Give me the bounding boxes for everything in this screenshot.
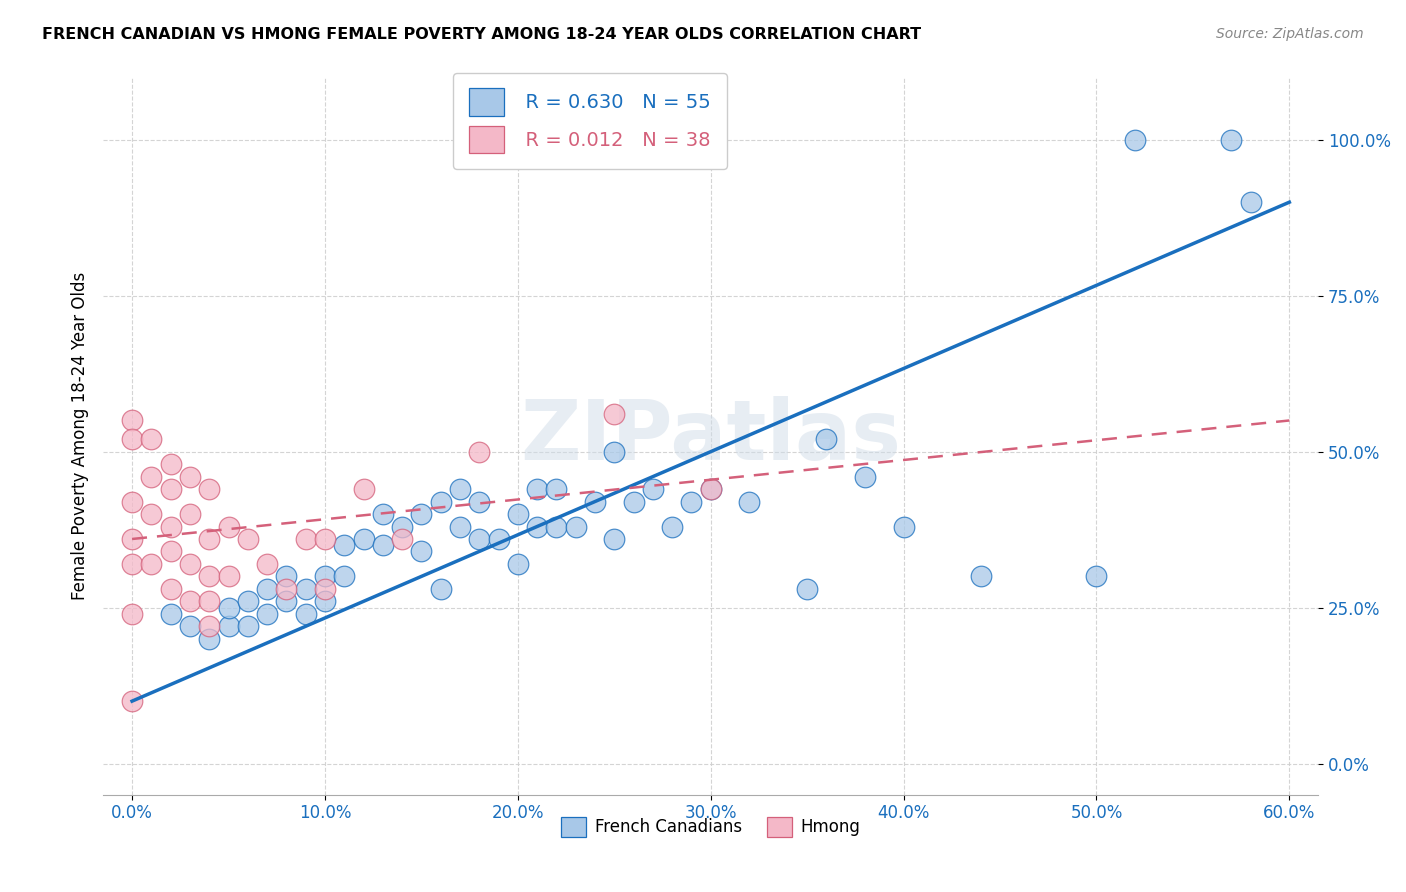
Point (121, 494, 143, 508)
Point (141, 507, 163, 521)
Point (294, 607, 316, 621)
Point (815, 432, 838, 446)
Point (121, 432, 143, 446)
Point (391, 532, 413, 546)
Point (546, 482, 568, 496)
Point (526, 482, 548, 496)
Point (411, 507, 433, 521)
Point (738, 494, 761, 508)
Point (236, 532, 259, 546)
Point (468, 444, 491, 458)
Point (198, 569, 221, 583)
Legend: French Canadians, Hmong: French Canadians, Hmong (555, 810, 866, 844)
Point (314, 532, 336, 546)
Point (294, 532, 316, 546)
Text: FRENCH CANADIAN VS HMONG FEMALE POVERTY AMONG 18-24 YEAR OLDS CORRELATION CHART: FRENCH CANADIAN VS HMONG FEMALE POVERTY … (42, 27, 921, 42)
Point (256, 557, 278, 571)
Point (276, 569, 298, 583)
Point (314, 594, 336, 608)
Point (506, 507, 529, 521)
Point (853, 469, 876, 483)
Point (218, 569, 240, 583)
Point (198, 482, 221, 496)
Point (546, 519, 568, 533)
Point (526, 519, 548, 533)
Point (179, 507, 201, 521)
Point (159, 519, 181, 533)
Point (699, 482, 721, 496)
Point (449, 519, 471, 533)
Point (121, 532, 143, 546)
Point (603, 532, 626, 546)
Point (661, 519, 683, 533)
Point (371, 507, 394, 521)
Point (429, 494, 451, 508)
Point (1085, 569, 1108, 583)
Point (681, 494, 703, 508)
Point (141, 432, 163, 446)
Point (218, 600, 240, 615)
Point (1240, 195, 1263, 210)
Point (179, 469, 201, 483)
Point (121, 557, 143, 571)
Text: ZIPatlas: ZIPatlas (520, 395, 901, 476)
Point (218, 519, 240, 533)
Point (796, 582, 818, 596)
Point (179, 557, 201, 571)
Point (256, 582, 278, 596)
Point (159, 482, 181, 496)
Point (641, 482, 664, 496)
Point (506, 557, 529, 571)
Point (198, 594, 221, 608)
Point (276, 582, 298, 596)
Point (353, 532, 375, 546)
Point (468, 532, 491, 546)
Point (603, 444, 626, 458)
Point (333, 569, 356, 583)
Point (468, 494, 491, 508)
Point (371, 538, 394, 552)
Point (159, 582, 181, 596)
Point (218, 619, 240, 633)
Point (391, 519, 413, 533)
Point (121, 607, 143, 621)
Point (333, 538, 356, 552)
Point (121, 694, 143, 708)
Point (314, 569, 336, 583)
Point (179, 594, 201, 608)
Point (411, 544, 433, 558)
Point (429, 582, 451, 596)
Point (353, 482, 375, 496)
Point (583, 494, 606, 508)
Point (256, 607, 278, 621)
Y-axis label: Female Poverty Among 18-24 Year Olds: Female Poverty Among 18-24 Year Olds (72, 272, 89, 600)
Point (1220, 133, 1243, 147)
Point (699, 482, 721, 496)
Point (276, 594, 298, 608)
Point (449, 482, 471, 496)
Point (159, 607, 181, 621)
Point (893, 519, 915, 533)
Point (159, 544, 181, 558)
Point (141, 469, 163, 483)
Point (564, 519, 586, 533)
Point (141, 557, 163, 571)
Point (623, 494, 645, 508)
Point (159, 457, 181, 471)
Point (603, 407, 626, 421)
Point (236, 619, 259, 633)
Text: Source: ZipAtlas.com: Source: ZipAtlas.com (1216, 27, 1364, 41)
Point (970, 569, 993, 583)
Point (198, 632, 221, 646)
Point (121, 413, 143, 427)
Point (198, 619, 221, 633)
Point (1123, 133, 1146, 147)
Point (314, 582, 336, 596)
Point (294, 582, 316, 596)
Point (236, 594, 259, 608)
Point (198, 532, 221, 546)
Point (488, 532, 510, 546)
Point (179, 619, 201, 633)
